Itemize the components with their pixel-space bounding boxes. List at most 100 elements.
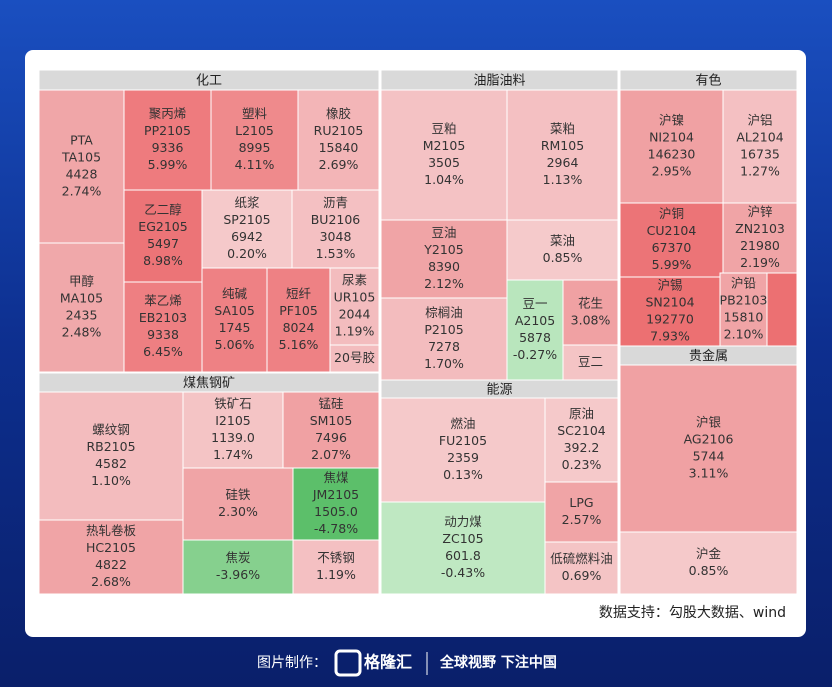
tile <box>619 276 721 347</box>
tile-label: EB2103 <box>139 310 187 325</box>
tile-label: 沪铅 <box>731 276 756 291</box>
group-title: 化工 <box>196 74 222 89</box>
tile-label: 锰硅 <box>318 396 343 411</box>
tile-label: 豆粕 <box>431 121 456 136</box>
tile-label: 2.07% <box>311 447 351 462</box>
tile-label: 1.13% <box>543 172 583 187</box>
tile-label: RM105 <box>541 138 584 153</box>
tile-label: 沪铝 <box>747 113 772 128</box>
tile-label: 0.85% <box>689 563 729 578</box>
tile-label: RU2105 <box>314 123 364 138</box>
tile-label: 6942 <box>231 229 263 244</box>
tile-label: 1139.0 <box>211 430 255 445</box>
tile-label: 5497 <box>147 236 179 251</box>
tile <box>619 364 798 533</box>
tile-label: 2.69% <box>319 157 359 172</box>
tile-label: TA105 <box>61 150 101 165</box>
tile-label: 甲醇 <box>69 274 94 289</box>
source: 数据支持：勾股大数据、wind <box>599 605 786 621</box>
tile <box>297 89 380 191</box>
tile-label: 1.19% <box>316 567 356 582</box>
tile <box>380 89 508 221</box>
tile-label: 不锈钢 <box>317 550 355 565</box>
tile-label: 1.53% <box>316 246 356 261</box>
tile-label: 豆二 <box>578 354 603 369</box>
tile-label: 铁矿石 <box>214 396 252 411</box>
tile-label: 硅铁 <box>225 487 251 502</box>
tile-label: 9336 <box>152 140 184 155</box>
tile-label: 纯碱 <box>222 286 248 301</box>
group-title: 煤焦钢矿 <box>183 376 235 391</box>
tile-label: 4.11% <box>235 157 275 172</box>
group-title: 有色 <box>695 73 721 89</box>
tile-label: M2105 <box>423 138 466 153</box>
tile-label: UR105 <box>334 290 376 305</box>
tile-label: 9338 <box>147 327 179 342</box>
tile-label: 3.08% <box>571 313 611 328</box>
tile-label: 纸浆 <box>234 195 260 210</box>
tile-label: PB2103 <box>720 293 768 308</box>
slogan: 全球视野 下注中国 <box>439 654 557 671</box>
tile-label: HC2105 <box>86 540 136 555</box>
tile <box>619 89 724 204</box>
tile <box>329 344 380 373</box>
made-by: 图片制作： <box>257 655 327 671</box>
tile-label: Y2105 <box>423 242 463 257</box>
tile-label: 2.68% <box>91 574 131 589</box>
tile-label: NI2104 <box>649 130 694 145</box>
tile-label: 焦炭 <box>225 550 250 565</box>
tile <box>562 279 619 346</box>
tile-label: 2.95% <box>652 164 692 179</box>
tile <box>544 481 619 543</box>
tile-label: 20号胶 <box>334 350 375 365</box>
tile-label: 5.16% <box>279 337 319 352</box>
logo-icon <box>334 649 362 677</box>
tile-label: 0.23% <box>562 457 602 472</box>
tile <box>329 267 380 346</box>
tile-label: 5878 <box>519 330 551 345</box>
tile-label: 菜粕 <box>550 121 575 136</box>
tile-label: PTA <box>70 133 93 148</box>
tile-label: 沪锡 <box>657 278 682 293</box>
tile <box>292 539 380 595</box>
tile-label: 146230 <box>648 147 696 162</box>
tile-label: 8024 <box>283 320 315 335</box>
tile-label: 3048 <box>320 229 352 244</box>
tile-label: ZN2103 <box>735 221 785 236</box>
tile <box>619 202 724 278</box>
tile-label: 15840 <box>319 140 359 155</box>
tile-label: 沪铜 <box>659 206 684 221</box>
tile-label: 7496 <box>315 430 347 445</box>
tile-label: A2105 <box>515 313 555 328</box>
tile-label: P2105 <box>424 322 463 337</box>
tile-label: 低硫燃料油 <box>550 551 613 566</box>
tile-label: 短纤 <box>286 286 312 301</box>
tile <box>380 219 508 299</box>
tile <box>719 272 768 347</box>
tile-label: 21980 <box>740 238 780 253</box>
group-title: 油脂油料 <box>473 74 525 89</box>
tile-label: 8995 <box>239 140 271 155</box>
tile-label: 3505 <box>428 155 460 170</box>
tile-label: BU2106 <box>311 212 361 227</box>
tile <box>266 267 331 373</box>
tile-label: 15810 <box>724 310 764 325</box>
tile-label: PF105 <box>279 303 318 318</box>
tile-label: 聚丙烯 <box>149 106 187 121</box>
tile-label: 7.93% <box>650 329 690 344</box>
tile-label: 豆油 <box>431 225 456 240</box>
tile-label: 菜油 <box>550 233 575 248</box>
tile-label: CU2104 <box>647 223 697 238</box>
tile-label: 棕榈油 <box>425 305 463 320</box>
tile-label: PP2105 <box>144 123 191 138</box>
tile <box>182 467 294 541</box>
tile-label: 1.19% <box>335 324 375 339</box>
tile-label: SM105 <box>310 413 353 428</box>
tile-label: FU2105 <box>439 433 487 448</box>
tile-label: 192770 <box>646 312 694 327</box>
tile-label: 2359 <box>447 450 479 465</box>
tile-label: 392.2 <box>564 440 600 455</box>
tile-label: 动力煤 <box>444 514 482 529</box>
tile-label: 5744 <box>693 449 725 464</box>
